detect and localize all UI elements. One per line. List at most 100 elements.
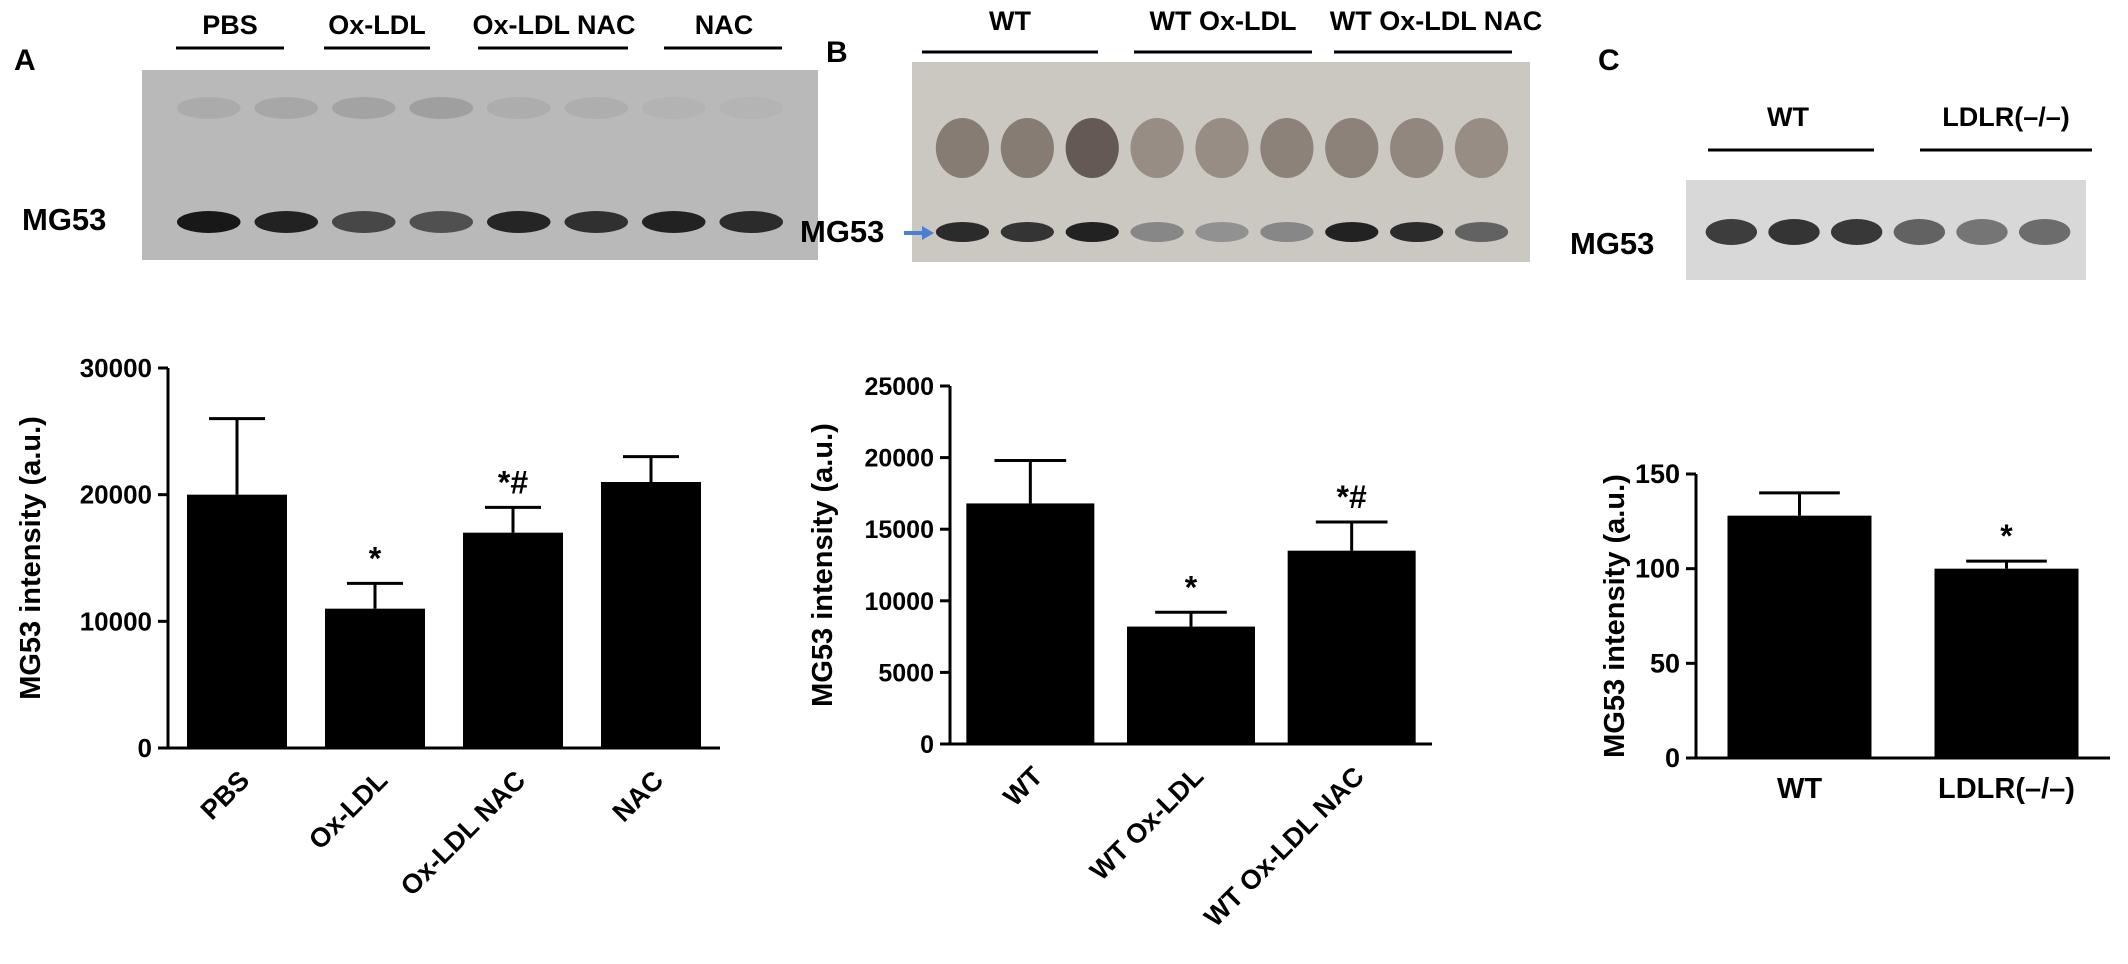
blot-a-band-label: MG53	[22, 202, 106, 237]
bar	[1127, 626, 1255, 744]
x-tick-label: Ox-LDL NAC	[395, 765, 531, 901]
western-blot-b: WT WT Ox-LDL WT Ox-LDL NAC MG53	[800, 6, 1542, 262]
y-axis-label: MG53 intensity (a.u.)	[1599, 474, 1631, 758]
blot-band	[1893, 219, 1946, 245]
blot-b-band-label: MG53	[800, 214, 884, 249]
bar	[1934, 568, 2079, 758]
y-tick-label: 10000	[864, 588, 934, 616]
blot-band	[564, 211, 629, 233]
y-tick-label: 150	[1635, 459, 1680, 489]
blot-c-band-label: MG53	[1570, 226, 1654, 261]
blot-a-group-ox-ldl: Ox-LDL	[328, 10, 426, 40]
significance-annotation: *#	[1337, 479, 1367, 515]
y-tick-label: 30000	[80, 353, 152, 383]
y-tick-label: 50	[1650, 648, 1680, 678]
blot-upper-band	[1195, 118, 1249, 178]
blot-c-group-wt: WT	[1767, 102, 1809, 132]
blot-band	[935, 222, 990, 242]
blot-band	[1000, 222, 1054, 242]
blot-upper-band	[1130, 118, 1184, 178]
blot-band	[1454, 222, 1509, 242]
blot-a-group-ox-ldl-nac: Ox-LDL NAC	[472, 10, 635, 40]
bar	[1727, 515, 1872, 758]
significance-annotation: *	[1185, 569, 1198, 605]
x-tick-label: LDLR(–/–)	[1938, 773, 2075, 805]
y-tick-label: 0	[920, 731, 934, 759]
y-tick-label: 20000	[864, 445, 934, 473]
blot-upper-band	[719, 97, 784, 119]
panel-letter-b: B	[826, 36, 848, 69]
bar	[463, 532, 563, 748]
blot-band	[1195, 222, 1249, 242]
y-tick-label: 25000	[864, 373, 934, 401]
blot-band	[641, 211, 706, 233]
bar	[187, 494, 287, 748]
x-tick-label: PBS	[195, 765, 255, 825]
blot-band	[1260, 222, 1314, 242]
y-tick-label: 100	[1635, 554, 1680, 584]
panel-letter-a: A	[14, 44, 36, 77]
y-axis-label: MG53 intensity (a.u.)	[15, 416, 47, 700]
blot-b-group-wt-ox-ldl: WT Ox-LDL	[1150, 6, 1297, 36]
y-tick-label: 10000	[80, 606, 152, 636]
blot-upper-band	[1000, 118, 1054, 178]
blot-b-group-wt: WT	[989, 6, 1031, 36]
blot-band	[409, 211, 474, 233]
blot-upper-band	[1065, 118, 1119, 178]
blot-upper-band	[641, 97, 706, 119]
y-tick-label: 0	[138, 733, 152, 763]
blot-band	[1830, 219, 1883, 245]
bar	[325, 608, 425, 748]
blot-band	[1065, 222, 1119, 242]
blot-band	[1705, 219, 1758, 245]
y-axis-label: MG53 intensity (a.u.)	[807, 423, 839, 707]
blot-upper-band	[254, 97, 319, 119]
y-tick-label: 15000	[864, 516, 934, 544]
significance-annotation: *#	[498, 464, 528, 500]
blot-upper-band	[935, 118, 990, 178]
blot-band	[1390, 222, 1444, 242]
blot-upper-band	[1325, 118, 1379, 178]
blot-band	[719, 211, 784, 233]
blot-c-group-ldlr: LDLR(–/–)	[1942, 102, 2070, 132]
x-tick-label: Ox-LDL	[303, 765, 393, 855]
bar-chart-b: 0 5000 10000 15000 20000 25000 MG53 intensity …	[807, 373, 1432, 932]
blot-band	[1768, 219, 1820, 245]
blot-band	[486, 211, 551, 233]
western-blot-c: WT LDLR(–/–) MG53	[1570, 102, 2092, 280]
significance-annotation: *	[369, 540, 382, 576]
bar	[1287, 550, 1416, 744]
x-tick-label: WT Ox-LDL	[1084, 761, 1209, 886]
bar	[601, 482, 701, 748]
blot-band	[254, 211, 319, 233]
blot-band	[176, 211, 241, 233]
western-blot-a: PBS Ox-LDL Ox-LDL NAC NAC MG53	[22, 10, 818, 260]
bar-chart-a: 0 10000 20000 30000 MG53 intensity (a.u.) PBS…	[15, 353, 720, 902]
blot-upper-band	[1454, 118, 1509, 178]
blot-band	[1956, 219, 2008, 245]
x-tick-label: WT	[1777, 773, 1822, 805]
blot-a-group-pbs: PBS	[202, 10, 258, 40]
bar	[966, 503, 1095, 744]
blot-upper-band	[1390, 118, 1444, 178]
blot-b-arrow-icon	[904, 226, 934, 240]
y-tick-label: 0	[1665, 743, 1680, 773]
blot-upper-band	[176, 97, 241, 119]
x-tick-label: WT Ox-LDL NAC	[1198, 761, 1369, 932]
blot-upper-band	[331, 97, 396, 119]
significance-annotation: *	[2000, 518, 2013, 554]
blot-a-membrane	[142, 70, 818, 260]
blot-upper-band	[564, 97, 629, 119]
blot-upper-band	[1260, 118, 1314, 178]
blot-upper-band	[486, 97, 551, 119]
blot-band	[1325, 222, 1379, 242]
x-tick-label: WT	[998, 761, 1049, 812]
blot-b-group-wt-ox-ldl-nac: WT Ox-LDL NAC	[1330, 6, 1542, 36]
panel-letter-c: C	[1598, 44, 1620, 77]
x-tick-label: NAC	[607, 765, 670, 828]
blot-a-group-nac: NAC	[695, 10, 754, 40]
y-tick-label: 5000	[878, 659, 934, 687]
y-tick-label: 20000	[80, 480, 152, 510]
